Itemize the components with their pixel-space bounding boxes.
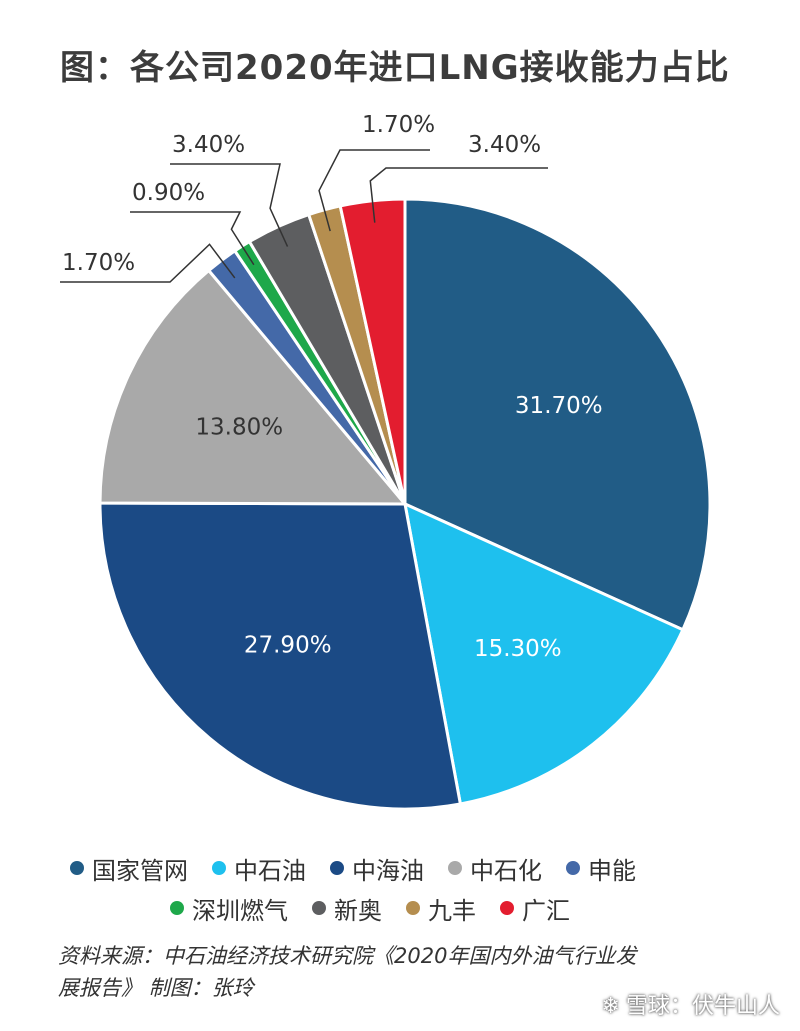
leader-line-5 bbox=[60, 243, 236, 283]
legend-label: 中石化 bbox=[470, 856, 542, 885]
snowball-icon: ❄ bbox=[601, 994, 620, 1019]
pie-slice-3 bbox=[98, 501, 463, 811]
legend-swatch bbox=[212, 861, 226, 875]
legend-label: 深圳燃气 bbox=[192, 896, 288, 925]
legend-swatch bbox=[170, 901, 184, 915]
data-label-9: 3.40% bbox=[468, 132, 541, 158]
source-note: 资料来源：中石油经济技术研究院《2020年国内外油气行业发 展报告》 制图：张玲 bbox=[58, 940, 778, 1004]
leader-line-7 bbox=[170, 163, 289, 247]
legend-row-2: 深圳燃气 新奥 九丰 广汇 bbox=[70, 888, 770, 928]
legend-item: 中石油 bbox=[212, 851, 306, 886]
data-label-7: 3.40% bbox=[172, 132, 245, 158]
pie-slice-2 bbox=[403, 501, 685, 806]
data-label-8: 1.70% bbox=[362, 112, 435, 138]
legend-item: 中海油 bbox=[330, 851, 424, 886]
pie-slice-4 bbox=[98, 268, 409, 506]
data-label-4: 13.80% bbox=[195, 414, 283, 440]
data-label-6: 0.90% bbox=[132, 180, 205, 206]
legend-row-1: 国家管网 中石油 中海油 中石化 申能 bbox=[70, 848, 770, 888]
leader-line-6 bbox=[130, 211, 255, 266]
legend: 国家管网 中石油 中海油 中石化 申能 深圳燃气 新奥 九丰 广汇 bbox=[70, 848, 770, 928]
source-line-2: 展报告》 制图：张玲 bbox=[58, 976, 254, 1000]
leader-line-8 bbox=[318, 149, 430, 232]
legend-label: 申能 bbox=[588, 856, 636, 885]
legend-item: 广汇 bbox=[500, 891, 570, 926]
legend-item: 新奥 bbox=[312, 891, 382, 926]
legend-label: 九丰 bbox=[428, 896, 476, 925]
legend-label: 中石油 bbox=[234, 856, 306, 885]
data-label-3: 27.90% bbox=[244, 632, 332, 658]
legend-swatch bbox=[500, 901, 514, 915]
pie-chart: 31.70% 15.30% 27.90% 13.80% 1.70% 0.90% 3.40% 1… bbox=[60, 112, 712, 811]
chart-title: 图：各公司2020年进口LNG接收能力占比 bbox=[60, 48, 730, 88]
source-line-1: 资料来源：中石油经济技术研究院《2020年国内外油气行业发 bbox=[58, 944, 637, 968]
legend-swatch bbox=[70, 861, 84, 875]
legend-item: 深圳燃气 bbox=[170, 891, 288, 926]
legend-swatch bbox=[330, 861, 344, 875]
watermark-text: 雪球：伏牛山人 bbox=[625, 994, 780, 1019]
legend-item: 申能 bbox=[566, 851, 636, 886]
watermark: ❄ 雪球：伏牛山人 bbox=[602, 988, 780, 1020]
legend-swatch bbox=[312, 901, 326, 915]
legend-label: 广汇 bbox=[522, 896, 570, 925]
legend-item: 中石化 bbox=[448, 851, 542, 886]
legend-label: 新奥 bbox=[334, 896, 382, 925]
legend-swatch bbox=[566, 861, 580, 875]
legend-label: 国家管网 bbox=[92, 856, 188, 885]
legend-item: 九丰 bbox=[406, 891, 476, 926]
pie-slice-1 bbox=[403, 197, 712, 632]
legend-swatch bbox=[448, 861, 462, 875]
legend-label: 中海油 bbox=[352, 856, 424, 885]
legend-item: 国家管网 bbox=[70, 851, 188, 886]
data-label-1: 31.70% bbox=[515, 393, 603, 419]
data-label-2: 15.30% bbox=[474, 636, 562, 662]
legend-swatch bbox=[406, 901, 420, 915]
leader-line-9 bbox=[369, 167, 548, 223]
data-label-5: 1.70% bbox=[62, 250, 135, 276]
